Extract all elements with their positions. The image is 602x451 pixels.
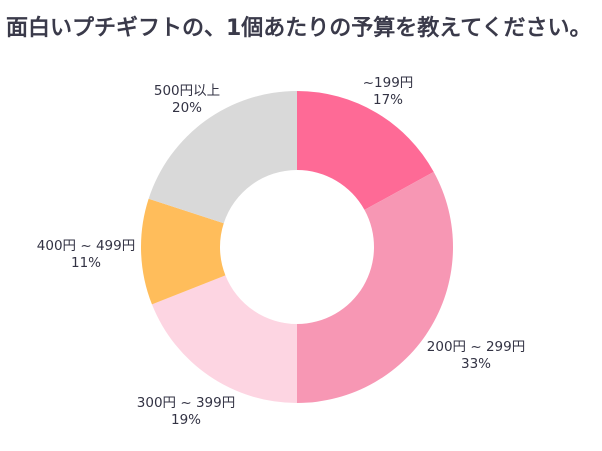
pie-slice [140, 198, 226, 305]
slice-label: 200円 ~ 299円 [427, 339, 525, 355]
slice-label: 500円以上 [154, 83, 220, 99]
pie-slice [297, 91, 434, 210]
slice-label: ~199円 [363, 75, 414, 91]
pie-slice [148, 91, 297, 224]
pie-slice [297, 171, 453, 403]
slice-percent-label: 19% [171, 412, 201, 428]
slice-percent-label: 33% [461, 356, 491, 372]
slice-label: 300円 ~ 399円 [137, 395, 235, 411]
chart-title: 面白いプチギフトの、1個あたりの予算を教えてください。 [6, 16, 592, 41]
slice-percent-label: 20% [172, 100, 202, 116]
slice-percent-label: 17% [373, 92, 403, 108]
pie-slice [151, 275, 297, 403]
slice-label: 400円 ~ 499円 [37, 238, 135, 254]
slice-percent-label: 11% [71, 255, 101, 271]
